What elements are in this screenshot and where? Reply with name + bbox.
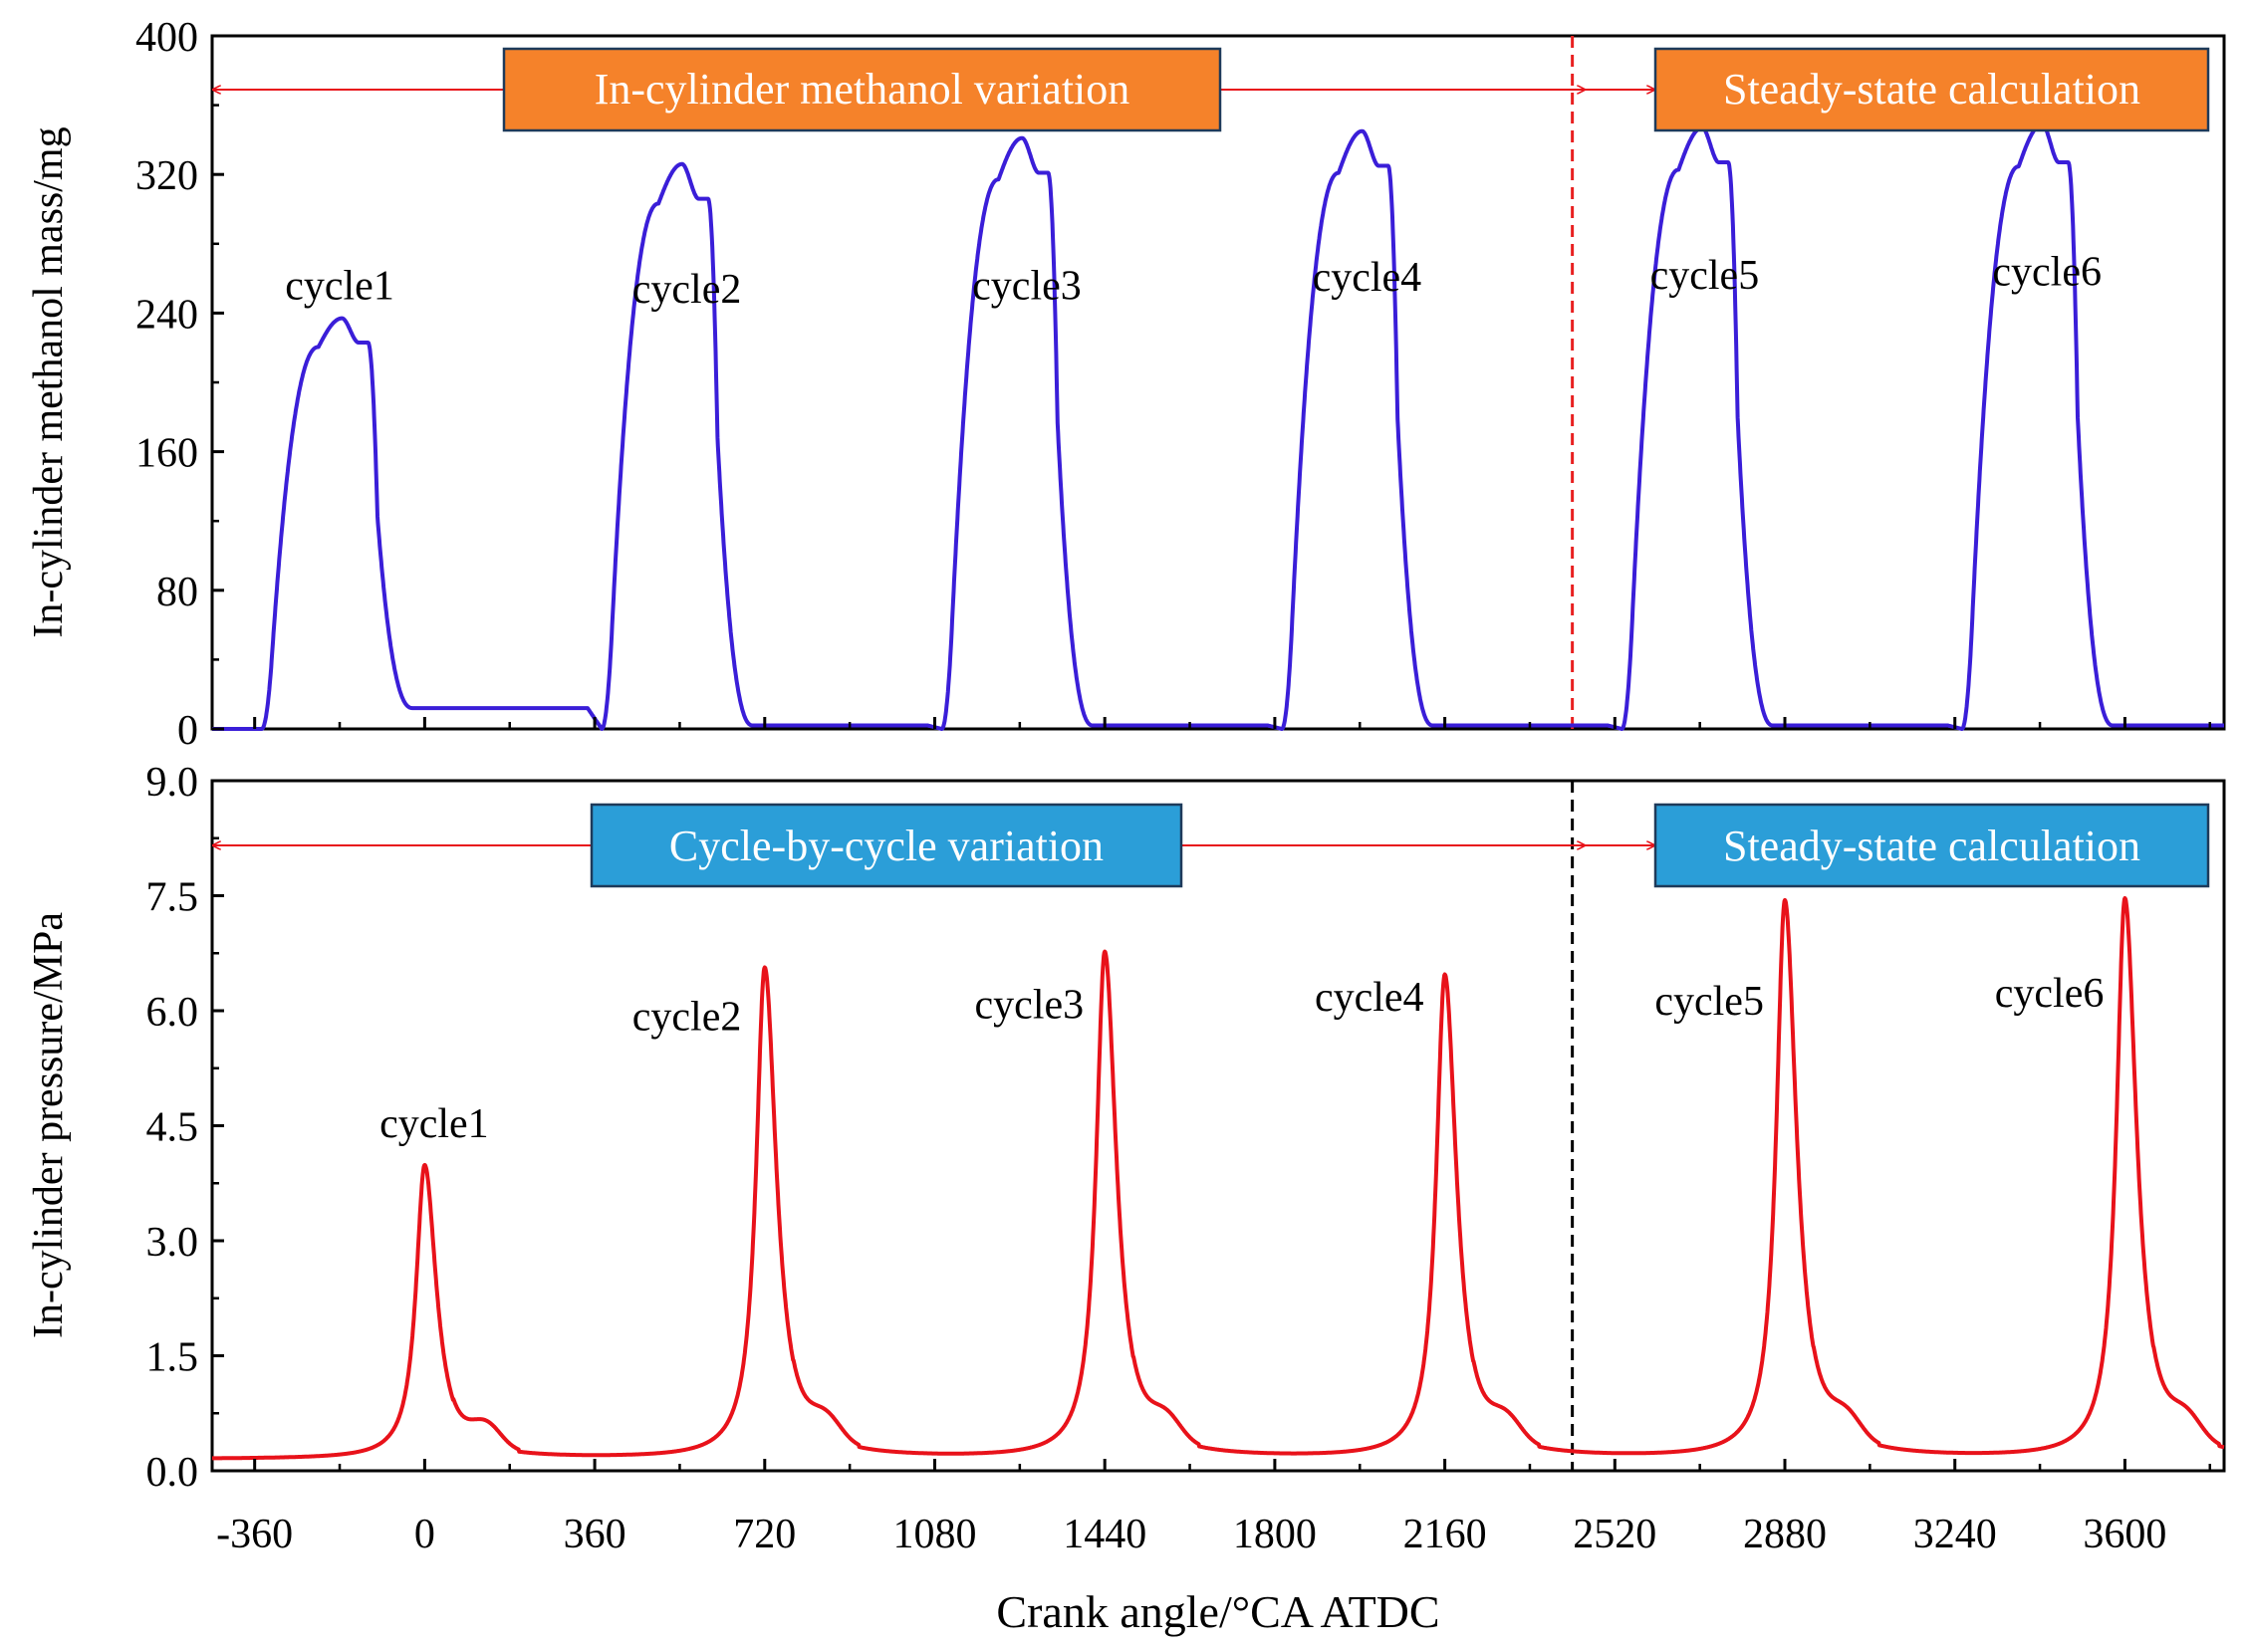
banner-left-bottom: Cycle-by-cycle variation [590,803,1183,888]
banner-right-top: Steady-state calculation [1653,47,2210,132]
cycle-label: cycle4 [1313,255,1422,301]
xtick-label: 720 [733,1512,796,1557]
cycle-label: cycle5 [1654,979,1764,1025]
cycle-label: cycle2 [632,267,742,313]
methanol-mass-series [210,121,2226,731]
cycle-label: cycle3 [975,983,1085,1029]
crank-angle-xlabel: Crank angle/°CA ATDC [996,1586,1439,1637]
banner-right-bottom: Steady-state calculation [1653,803,2210,888]
ytick-label: 4.5 [146,1105,199,1151]
ytick-label: 9.0 [146,760,199,806]
banner-right-top-text: Steady-state calculation [1723,65,2140,114]
xtick-label: 2880 [1743,1512,1827,1557]
pressure-panel: Cycle-by-cycle variation Steady-state ca… [26,717,2226,1637]
ytick-label: 0.0 [146,1450,199,1496]
cycle-label: cycle1 [379,1101,489,1147]
ytick-label: 3.0 [146,1220,199,1266]
cycle-label: cycle6 [1995,971,2105,1017]
cycle-label: cycle3 [972,263,1082,309]
xtick-label: 1800 [1233,1512,1317,1557]
ytick-label: 7.5 [146,875,199,921]
pressure-series [210,896,2226,1461]
cycle-label: cycle6 [1992,250,2102,296]
cycle-label: cycle2 [632,994,742,1040]
xtick-label: 1440 [1063,1512,1146,1557]
xtick-label: 360 [564,1512,626,1557]
ytick-label: 0 [177,708,198,754]
cycle-label: cycle1 [285,263,394,309]
xtick-label: 3240 [1913,1512,1997,1557]
ytick-label: 320 [135,153,198,199]
banner-left-top-text: In-cylinder methanol variation [595,65,1130,114]
xtick-label: 2520 [1573,1512,1656,1557]
methanol-mass-ylabel: In-cylinder methanol mass/mg [26,126,72,637]
banner-right-bottom-text: Steady-state calculation [1723,822,2140,870]
xtick-label: -360 [216,1512,293,1557]
ytick-label: 400 [135,15,198,61]
pressure-ylabel: In-cylinder pressure/MPa [26,912,72,1338]
ytick-label: 80 [156,570,198,615]
banner-left-bottom-text: Cycle-by-cycle variation [669,822,1104,870]
xtick-label: 1080 [892,1512,976,1557]
xtick-label: 2160 [1403,1512,1487,1557]
xtick-label: 0 [414,1512,435,1557]
ytick-label: 240 [135,292,198,338]
ytick-label: 160 [135,431,198,477]
methanol-mass-panel: In-cylinder methanol variation Steady-st… [26,15,2226,754]
banner-left-top: In-cylinder methanol variation [502,47,1222,132]
xtick-label: 3600 [2083,1512,2166,1557]
ytick-label: 6.0 [146,990,199,1036]
cycle-label: cycle5 [1650,253,1760,299]
cycle-label: cycle4 [1315,975,1424,1021]
ytick-label: 1.5 [146,1335,199,1381]
